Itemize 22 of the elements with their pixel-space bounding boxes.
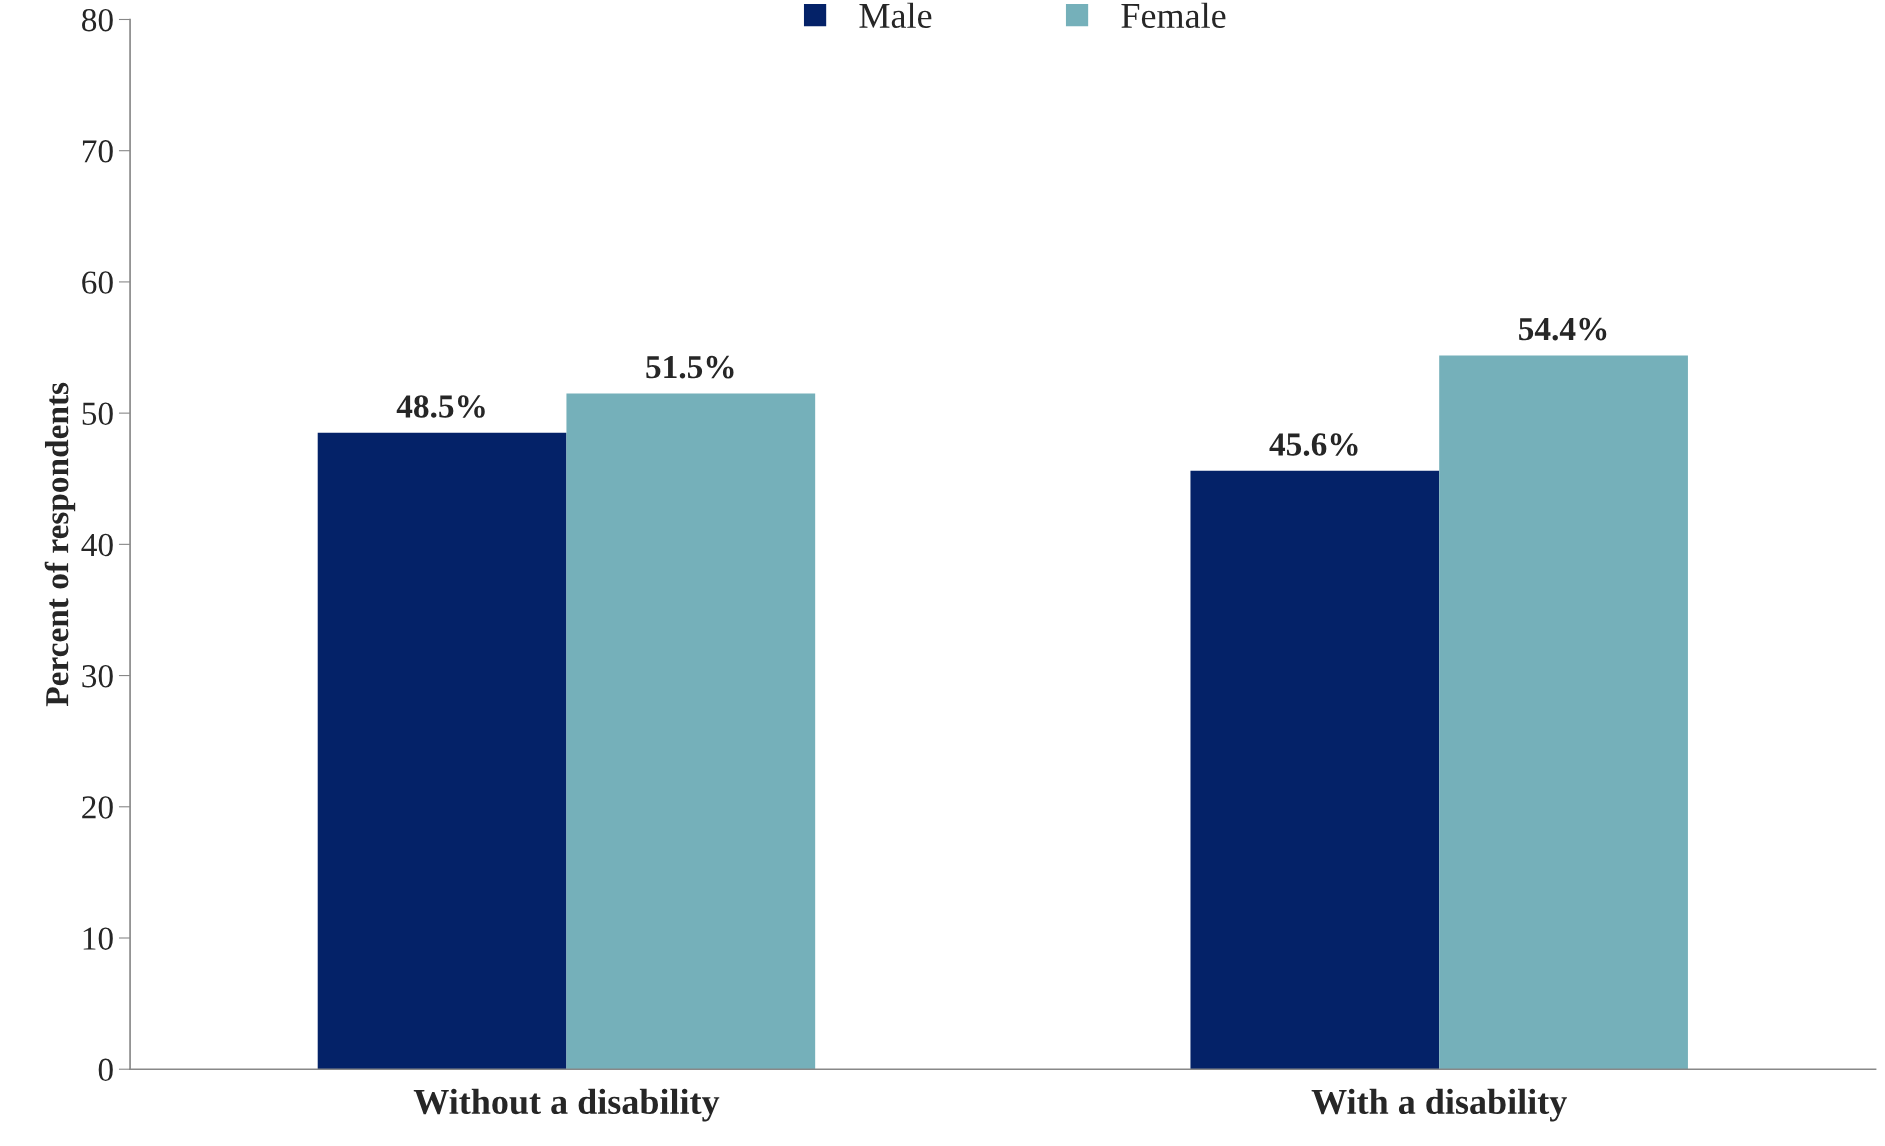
x-tick-label: With a disability: [1311, 1088, 1567, 1122]
y-axis-title: Percent of respondents: [44, 382, 76, 707]
y-tick-label: 20: [82, 796, 113, 819]
y-tick-label: 30: [82, 664, 113, 688]
data-label: 45.6%: [1269, 433, 1358, 456]
y-tick-label: 40: [81, 533, 113, 557]
data-label: 54.4%: [1519, 317, 1607, 341]
y-tick-label: 10: [83, 927, 113, 950]
legend-label: Female: [1121, 2, 1226, 29]
bar: [317, 432, 567, 1070]
y-tick-label: 80: [82, 8, 113, 32]
data-label: 48.5%: [396, 395, 485, 418]
data-label: 51.5%: [646, 355, 734, 379]
y-tick-label: 60: [82, 271, 113, 294]
bar: [1190, 470, 1440, 1070]
legend-label: Male: [859, 2, 932, 29]
y-tick-label: 70: [82, 140, 113, 163]
y-tick-label: 0: [98, 1058, 113, 1082]
bar: [566, 393, 816, 1070]
y-tick-label: 50: [82, 402, 113, 426]
bar: [1439, 355, 1688, 1070]
x-tick-label: Without a disability: [413, 1088, 720, 1122]
